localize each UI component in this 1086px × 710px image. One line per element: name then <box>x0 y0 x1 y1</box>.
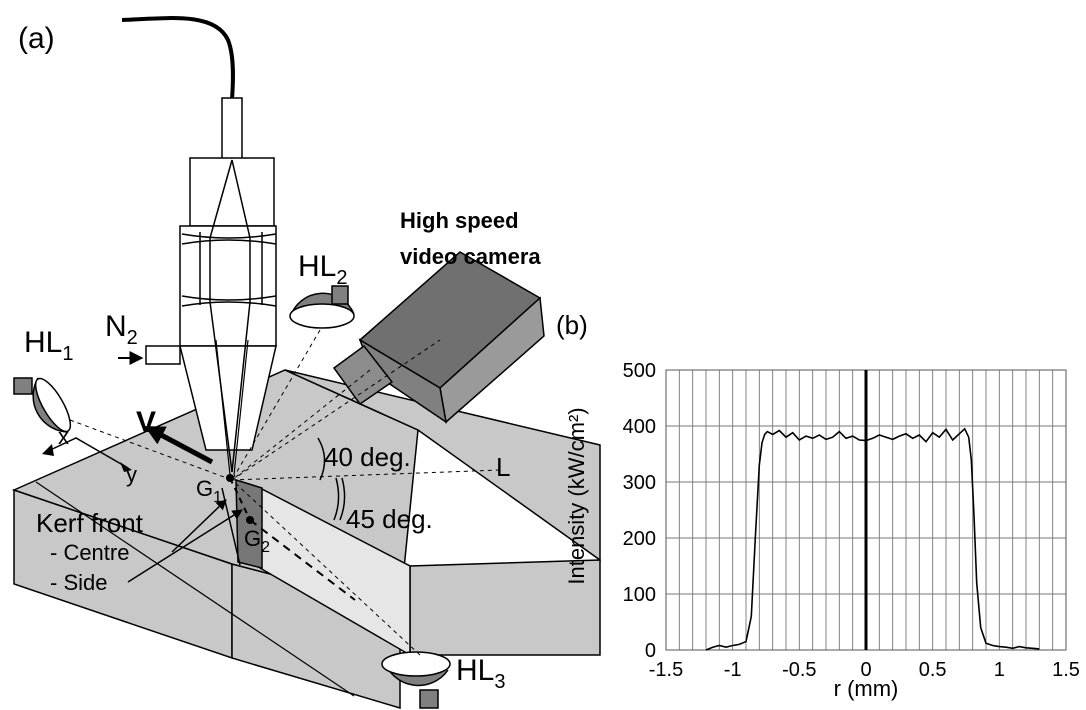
velocity-arrow <box>144 425 214 465</box>
lens-1-top <box>181 233 277 239</box>
workpiece-crease-line <box>35 481 355 697</box>
camera-title-line1: High speed <box>400 208 519 233</box>
kerf-centre-label: - Centre <box>50 540 129 565</box>
focus-cone-right <box>233 339 249 476</box>
angle-40-label: 40 deg. <box>324 442 411 472</box>
camera-title-line2: video camera <box>400 244 541 269</box>
y-axis-arrowhead <box>120 462 132 472</box>
g2-label: G2 <box>244 526 270 556</box>
y-tick-label: 400 <box>623 416 656 438</box>
panel-b-chart: (b) -1.5 -1 -0.5 0 0.5 1 1.5 0 100 200 300 400 500 r… <box>556 310 1080 701</box>
cutting-head <box>121 16 277 476</box>
x-tick-label: 0 <box>860 659 871 681</box>
chart-axes <box>665 369 1067 651</box>
y-tick-label: 100 <box>623 584 656 606</box>
kerf-centre-pointer <box>171 499 227 553</box>
y-tick-label: 200 <box>623 528 656 550</box>
x-tick-label: -1.5 <box>649 659 683 681</box>
kerf-front-label: Kerf front <box>36 508 144 538</box>
g2-dot <box>246 516 254 524</box>
halogen-lamp-1 <box>13 377 72 433</box>
halogen-lamp-2 <box>289 285 355 329</box>
fibre-cable <box>121 16 235 101</box>
beam-right <box>231 159 251 473</box>
collimator-housing <box>189 157 275 227</box>
angle-arc-40 <box>317 437 326 481</box>
x-tick-label: -1 <box>724 659 742 681</box>
workpiece-block <box>11 369 601 710</box>
focus-cone-left <box>215 339 231 476</box>
g1-dot <box>226 474 234 482</box>
gas-inlet <box>145 345 181 365</box>
high-speed-camera <box>332 251 545 424</box>
lens-2-bottom <box>181 301 277 307</box>
angle-arc-45b <box>339 477 346 521</box>
x-tick-label: 0.5 <box>919 659 947 681</box>
fibre-connector <box>221 97 243 161</box>
y-axis-title: Intensity (kW/cm²) <box>564 407 589 584</box>
xy-axes <box>45 437 129 469</box>
x-axis-label: x <box>58 424 69 449</box>
y-axis-label: y <box>126 462 137 487</box>
x-axis-title: r (mm) <box>834 676 899 701</box>
x-tick-label: -0.5 <box>782 659 816 681</box>
x-tick-label: 1 <box>994 659 1005 681</box>
kerf-centre-dashed-line <box>229 477 251 521</box>
panel-a-diagram: (a) <box>11 16 601 710</box>
hl3-label: HL3 <box>456 654 505 693</box>
lens-2-top <box>181 295 277 301</box>
intensity-profile-line <box>705 427 1040 651</box>
y-tick-label: 300 <box>623 472 656 494</box>
halogen-lamp-3 <box>381 651 451 709</box>
x-tick-label: 1.5 <box>1052 659 1080 681</box>
y-tick-label: 0 <box>645 640 656 662</box>
chart-series <box>705 427 1040 651</box>
kerf-side-pointer <box>127 509 243 583</box>
x-axis-arrowhead <box>42 444 54 456</box>
angle-45-label: 45 deg. <box>346 504 433 534</box>
nozzle <box>179 345 277 451</box>
angle-arc-45a <box>333 477 340 521</box>
n2-label: N2 <box>105 310 138 349</box>
panel-a-label: (a) <box>18 22 55 55</box>
lens-1-bottom <box>181 239 277 245</box>
line-l-label: L <box>496 452 510 482</box>
y-tick-label: 500 <box>623 360 656 382</box>
velocity-label: V <box>136 406 156 439</box>
g1-label: G1 <box>196 476 222 506</box>
kerf-side-label: - Side <box>50 570 107 595</box>
kerf-front-surface <box>235 478 263 569</box>
illumination-lines <box>69 329 501 656</box>
hl1-label: HL1 <box>24 326 73 365</box>
hl2-label: HL2 <box>298 250 347 289</box>
panel-b-label: (b) <box>556 310 588 340</box>
chart-tick-labels: -1.5 -1 -0.5 0 0.5 1 1.5 0 100 200 300 400 500 <box>623 360 1080 681</box>
